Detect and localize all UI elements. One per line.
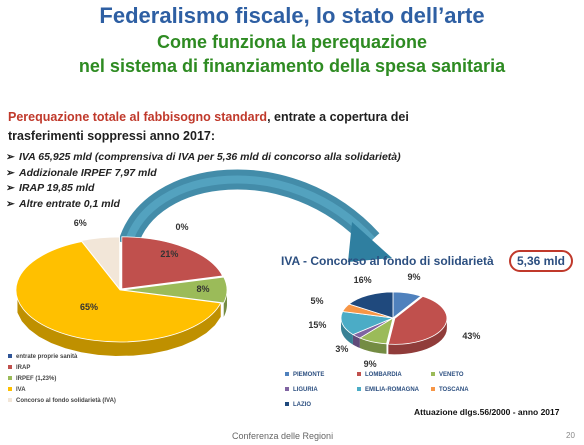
- footer-text: Conferenza delle Regioni: [232, 431, 334, 441]
- pie-slice: [80, 236, 121, 291]
- pie-data-label: 65%: [80, 301, 99, 312]
- funding-pie-chart: [15, 236, 228, 356]
- bullet-item: ➢ IVA 65,925 mld (comprensiva di IVA per …: [6, 150, 401, 166]
- pie-slice-side: [359, 338, 387, 354]
- bullet-arrow-icon: ➢: [6, 166, 15, 179]
- legend-item: VENETO: [431, 372, 464, 378]
- pie-data-label: 15%: [308, 320, 327, 331]
- legend-item: PIEMONTE: [285, 372, 324, 378]
- pie-data-label: 9%: [363, 359, 377, 370]
- bullet-item: ➢ IRAP 19,85 mld: [6, 181, 401, 197]
- pie-data-label: 43%: [462, 330, 481, 341]
- pie-slice-side: [388, 318, 447, 355]
- iva-amount-badge: 5,36 mld: [509, 250, 573, 272]
- pie-slice: [340, 311, 395, 336]
- legend-swatch: [431, 372, 435, 377]
- pie-data-label: 21%: [160, 249, 179, 260]
- bullet-arrow-icon: ➢: [6, 197, 15, 210]
- slide-title: Federalismo fiscale, lo stato dell’arte: [99, 3, 485, 28]
- legend-swatch: [285, 402, 289, 407]
- legend-item: IVA: [8, 385, 116, 396]
- pie-slice-side: [341, 318, 353, 345]
- legend-item: IRPEF (1,23%): [8, 374, 116, 385]
- funding-pie-legend: entrate proprie sanità IRAP IRPEF (1,23%…: [8, 352, 116, 407]
- pie-data-label: 5%: [310, 295, 324, 306]
- slide-subtitle-line2: nel sistema di finanziamento della spesa…: [78, 56, 506, 76]
- bullet-arrow-icon: ➢: [6, 151, 15, 163]
- legend-item: LOMBARDIA: [357, 372, 402, 378]
- bullet-item: ➢ Addizionale IRPEF 7,97 mld: [6, 166, 401, 182]
- legend-swatch: [357, 372, 361, 377]
- bullet-arrow-icon: ➢: [6, 182, 15, 194]
- pie-data-label: 0%: [175, 221, 189, 232]
- pie-slice: [121, 236, 224, 290]
- pie-data-label: 6%: [73, 217, 87, 228]
- bullet-item: ➢ Altre entrate 0,1 mld: [6, 197, 401, 213]
- pie-slice-side: [352, 334, 360, 349]
- pie-slice-side: [17, 298, 221, 356]
- legend-item: IRAP: [8, 363, 116, 374]
- legend-swatch: [8, 354, 12, 359]
- pie-data-label: 3%: [335, 343, 349, 354]
- pie-data-label: 8%: [196, 284, 210, 294]
- legend-swatch: [431, 387, 435, 392]
- pie-slice: [348, 291, 394, 319]
- heading-line2: trasferimenti soppressi anno 2017:: [8, 129, 216, 143]
- legend-swatch: [8, 387, 12, 392]
- legend-item: Concorso al fondo solidarietà (IVA): [8, 396, 116, 407]
- legend-item: entrate proprie sanità: [8, 352, 116, 363]
- legend-item: LIGURIA: [285, 387, 318, 393]
- curved-arrow-icon: [118, 169, 392, 262]
- slide-subtitle-line1: Come funziona la perequazione: [156, 32, 428, 52]
- pie-slice: [15, 241, 222, 343]
- legend-swatch: [357, 387, 361, 392]
- legend-item: TOSCANA: [431, 387, 469, 393]
- pie-slice: [387, 295, 448, 345]
- pie-slice: [122, 276, 228, 304]
- page-number: 20: [566, 431, 575, 440]
- legend-swatch: [285, 387, 289, 392]
- pie-data-label: 16%: [353, 274, 372, 285]
- iva-chart-title: IVA - Concorso al fondo di solidarietà: [281, 254, 494, 268]
- iva-pie-chart: [340, 291, 448, 355]
- legend-swatch: [8, 365, 12, 370]
- legend-swatch: [8, 398, 12, 403]
- section-heading: Perequazione totale al fabbisogno standa…: [8, 108, 508, 146]
- legend-item: EMILIA-ROMAGNA: [357, 387, 419, 393]
- legend-item: LAZIO: [285, 402, 311, 408]
- footnote: Attuazione dlgs.56/2000 - anno 2017: [414, 407, 560, 417]
- pie-data-label: 9%: [407, 271, 421, 282]
- legend-swatch: [285, 372, 289, 377]
- heading-rest: , entrate a copertura dei: [267, 110, 409, 124]
- legend-swatch: [8, 376, 12, 381]
- heading-highlight: Perequazione totale al fabbisogno standa…: [8, 110, 268, 124]
- bullet-list: ➢ IVA 65,925 mld (comprensiva di IVA per …: [6, 150, 401, 212]
